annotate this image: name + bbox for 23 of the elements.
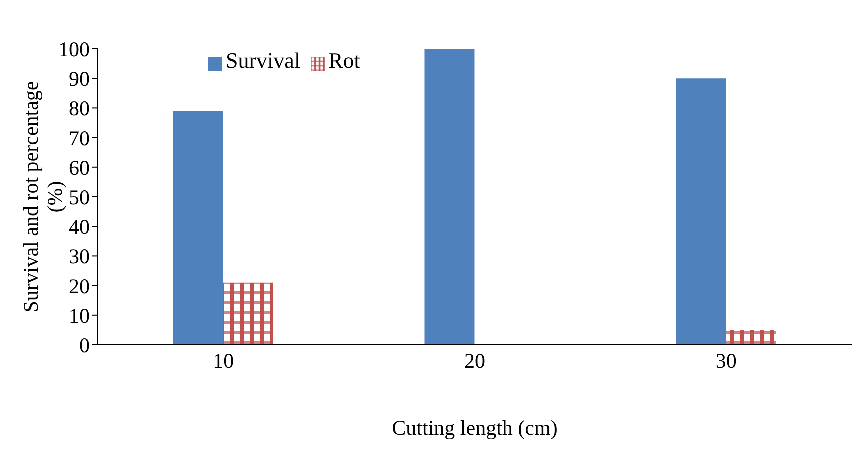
y-tick-label: 70	[69, 126, 90, 150]
y-tick-label: 50	[69, 185, 90, 210]
y-tick-label: 20	[69, 274, 90, 298]
y-axis-title: Survival and rot percentage (%)	[19, 81, 67, 313]
y-tick-label: 90	[69, 67, 90, 92]
x-axis-title: Cutting length (cm)	[392, 416, 558, 440]
y-tick-label: 80	[69, 96, 90, 121]
x-tick-label: 20	[464, 348, 486, 373]
y-tick-label: 60	[69, 156, 90, 180]
y-tick-label: 10	[69, 304, 90, 328]
legend-label: Rot	[328, 48, 360, 73]
bar	[223, 282, 274, 345]
legend-label: Survival	[226, 48, 301, 73]
x-tick-label: 30	[716, 348, 737, 373]
y-tick-label: 0	[80, 333, 90, 358]
x-tick-label: 10	[213, 348, 234, 373]
bar	[726, 330, 776, 345]
y-tick-label: 30	[69, 244, 90, 269]
bar	[676, 78, 726, 345]
y-tick-label: 100	[58, 37, 90, 62]
bar	[424, 49, 475, 345]
y-tick-label: 40	[69, 215, 90, 240]
bar	[173, 111, 224, 345]
